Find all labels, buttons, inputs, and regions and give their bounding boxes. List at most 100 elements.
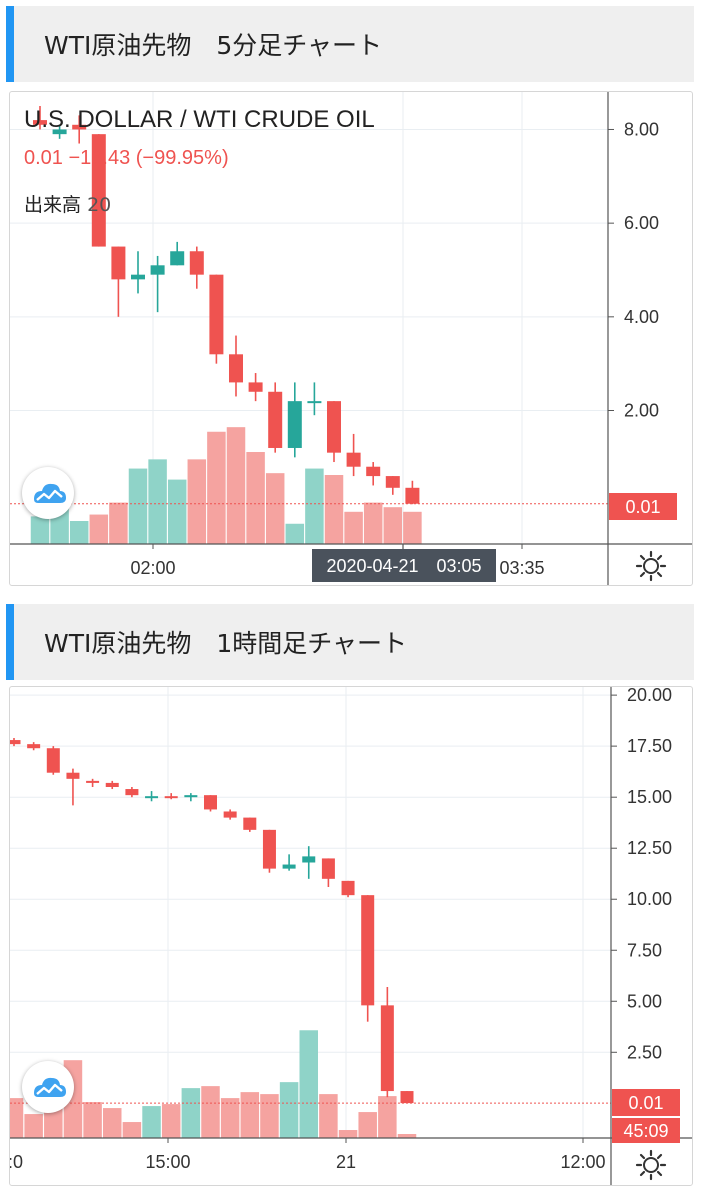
volume-bar (109, 502, 128, 544)
volume-bar (299, 1030, 318, 1138)
volume-bar (122, 1122, 142, 1138)
volume-bar (363, 502, 383, 544)
candle-body (204, 795, 217, 810)
volume-bar (148, 459, 167, 544)
candle-body (131, 274, 145, 280)
candle-body (321, 858, 335, 879)
candle-body (268, 391, 283, 448)
candlestick-chart[interactable]: 20.00 17.50 15.00 12.50 10.00 7.50 5.00 2.50:0 1… (10, 687, 692, 1185)
volume-bar (89, 514, 109, 544)
chart-panel-1h[interactable]: 20.00 17.50 15.00 12.50 10.00 7.50 5.00 2.50:0 1… (9, 686, 693, 1186)
candlestick-chart[interactable]: 8.00 6.00 4.00 2.00 02:00 03:35 2020-04-21 03:… (10, 92, 692, 585)
crosshair-time-box (312, 549, 496, 582)
candle-body (170, 251, 185, 266)
y-tick-label: 7.50 (627, 940, 662, 960)
chart-title: U.S. DOLLAR / WTI CRUDE OIL (24, 106, 375, 133)
candle-body (287, 401, 302, 448)
candle-body (52, 129, 67, 135)
candle-body (223, 811, 237, 818)
x-tick-label: 03:35 (499, 558, 544, 578)
candle-body (229, 354, 243, 383)
section-title: WTI原油先物 1時間足チャート (44, 629, 408, 658)
tradingview-logo-button[interactable] (22, 467, 74, 519)
volume-bar (378, 1096, 397, 1138)
candle-body (366, 466, 381, 477)
candle-body (405, 487, 420, 504)
volume-bar (397, 1134, 417, 1138)
volume-bar (324, 475, 344, 544)
candle-body (184, 795, 198, 798)
volume-bar (24, 1114, 43, 1138)
y-tick-label: 5.00 (627, 991, 662, 1011)
candle-body (86, 780, 100, 783)
last-price-box (612, 1089, 680, 1116)
candle-body (66, 772, 80, 779)
tradingview-logo-button[interactable] (22, 1061, 74, 1113)
candle-body (385, 476, 400, 488)
candle-body (111, 246, 126, 280)
candle-body (46, 748, 60, 773)
section-header-1h: WTI原油先物 1時間足チャート (6, 604, 694, 680)
candle-body (307, 401, 322, 404)
y-tick-label: 2.50 (627, 1042, 662, 1062)
volume-bar (403, 511, 422, 544)
volume-bar (344, 511, 363, 544)
volume-bar (265, 473, 285, 544)
volume-bar (128, 468, 148, 544)
y-tick-label: 12.50 (627, 838, 672, 858)
y-tick-label: 15.00 (627, 787, 672, 807)
candle-body (125, 789, 139, 796)
volume-bar (279, 1082, 299, 1138)
cloud-chart-icon (34, 1077, 66, 1097)
ohlc-readout: 0.01 −18.43 (−99.95%) (24, 147, 229, 169)
x-tick-label: 02:00 (130, 558, 175, 578)
candle-body (282, 864, 296, 869)
y-tick-label: 4.00 (624, 307, 659, 327)
volume-bar (69, 521, 89, 544)
volume-bar (285, 523, 305, 544)
candle-body (91, 134, 106, 247)
volume-bar (30, 516, 50, 544)
volume-bar (142, 1106, 161, 1138)
volume-bar (181, 1088, 201, 1138)
settings-gear-icon[interactable] (628, 546, 674, 585)
settings-gear-icon[interactable] (628, 1145, 674, 1185)
volume-bar (226, 427, 246, 544)
volume-bar (338, 1130, 358, 1138)
x-tick-label: :0 (10, 1152, 23, 1172)
volume-bar (383, 507, 403, 544)
y-tick-label: 10.00 (627, 889, 672, 909)
last-price-box (609, 493, 677, 520)
last-price-label: 0.01 (625, 497, 660, 517)
candle-body (248, 382, 263, 392)
x-tick-label: 15:00 (145, 1152, 190, 1172)
candle-body (145, 796, 159, 799)
crosshair-time-label: 2020-04-21 03:05 (326, 556, 481, 576)
candle-body (243, 817, 257, 830)
candle-body (346, 452, 361, 467)
volume-bar (83, 1102, 102, 1138)
candle-body (72, 124, 87, 130)
candle-body (262, 829, 276, 869)
candle-body (341, 880, 355, 896)
candle-body (10, 740, 21, 745)
volume-bar (10, 1098, 24, 1138)
candle-body (27, 744, 41, 749)
candle-body (302, 856, 316, 863)
volume-bar (305, 468, 324, 544)
volume-readout: 出来高 20 (24, 190, 111, 217)
last-price-label: 0.01 (628, 1093, 663, 1113)
y-tick-label: 6.00 (624, 213, 659, 233)
volume-bar (260, 1094, 279, 1138)
volume-bar (240, 1092, 260, 1138)
volume-bar (103, 1108, 122, 1138)
candle-body (400, 1091, 414, 1104)
candle-body (380, 1005, 394, 1092)
candle-body (327, 401, 341, 453)
volume-bar (187, 459, 207, 544)
chart-panel-5min[interactable]: 8.00 6.00 4.00 2.00 02:00 03:35 2020-04-21 03:… (9, 91, 693, 586)
x-tick-label: 12:00 (560, 1152, 605, 1172)
y-tick-label: 17.50 (627, 736, 672, 756)
candle-body (189, 251, 204, 275)
volume-bar (167, 479, 187, 544)
